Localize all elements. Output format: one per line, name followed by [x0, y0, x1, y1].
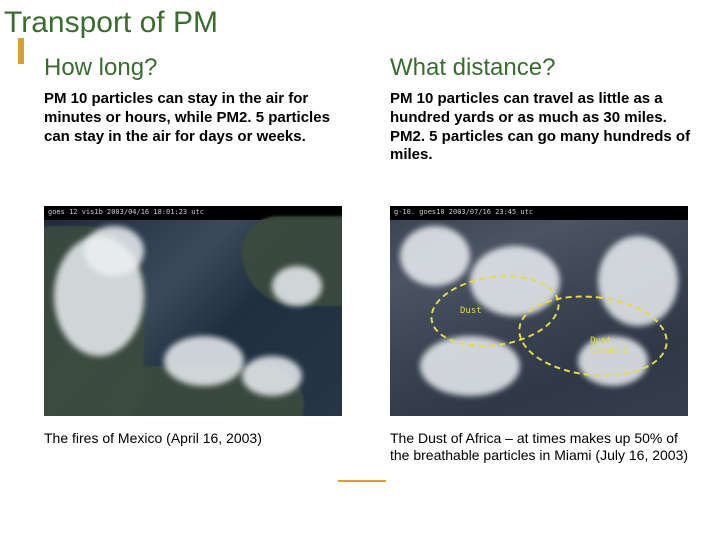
- left-body: PM 10 particles can stay in the air for …: [44, 90, 354, 200]
- right-sat-header: g-10. goes10 2003/07/16 23:45 utc: [390, 206, 688, 220]
- right-column: What distance? PM 10 particles can trave…: [390, 54, 700, 464]
- right-body: PM 10 particles can travel as little as …: [390, 90, 700, 200]
- left-heading: How long?: [44, 54, 354, 82]
- left-column: How long? PM 10 particles can stay in th…: [44, 54, 354, 464]
- right-heading: What distance?: [390, 54, 700, 82]
- left-satellite-image: goes 12 vis1b 2003/04/16 18:01:23 utc: [44, 206, 342, 416]
- right-caption: The Dust of Africa – at times makes up 5…: [390, 430, 700, 464]
- bottom-divider: [338, 480, 386, 482]
- slide-title: Transport of PM: [0, 0, 720, 40]
- content-columns: How long? PM 10 particles can stay in th…: [0, 40, 720, 464]
- left-caption: The fires of Mexico (April 16, 2003): [44, 430, 354, 447]
- right-satellite-image: g-10. goes10 2003/07/16 23:45 utc Dust D…: [390, 206, 688, 416]
- accent-bar: [18, 38, 24, 64]
